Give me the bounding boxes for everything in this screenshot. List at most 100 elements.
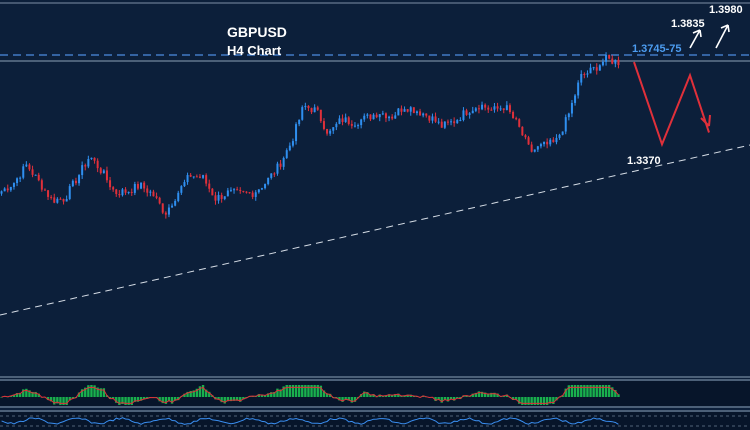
histogram-bar	[189, 390, 192, 397]
candle-body	[109, 180, 112, 188]
indicator-histogram	[0, 385, 620, 405]
candle-body	[93, 157, 96, 161]
histogram-bar	[446, 397, 450, 402]
histogram-bar	[279, 389, 282, 397]
candle-body	[307, 105, 310, 109]
candle-body	[406, 109, 409, 112]
histogram-bar	[158, 397, 161, 402]
candle-body	[558, 134, 561, 138]
histogram-bar	[443, 397, 447, 401]
candle-body	[19, 177, 22, 179]
candle-body	[68, 186, 71, 199]
candle-body	[242, 190, 245, 192]
histogram-bar	[71, 397, 75, 399]
candle-body	[220, 195, 223, 199]
candle-body	[174, 200, 177, 206]
candle-body	[505, 105, 508, 110]
candle-body	[608, 54, 611, 59]
histogram-bar	[260, 394, 264, 397]
candle-body	[245, 191, 248, 193]
histogram-bar	[146, 397, 149, 399]
histogram-bar	[232, 397, 236, 401]
candle-body	[282, 157, 285, 167]
candle-body	[543, 141, 546, 145]
histogram-bar	[440, 397, 443, 403]
candle-body	[9, 186, 12, 191]
candle-body	[180, 186, 183, 193]
candle-body	[12, 183, 15, 187]
histogram-bar	[124, 397, 127, 405]
histogram-bar	[297, 385, 301, 397]
candle-body	[155, 196, 158, 198]
histogram-bar	[341, 397, 344, 402]
candle-body	[229, 189, 232, 191]
chart-title: GBPUSD	[227, 24, 287, 40]
candle-body	[468, 113, 471, 115]
histogram-bar	[598, 385, 602, 397]
projection-arrowhead	[700, 114, 711, 127]
histogram-bar	[291, 385, 295, 397]
candle-body	[291, 141, 294, 146]
histogram-bar	[136, 397, 140, 402]
candle-body	[394, 115, 397, 119]
candle-body	[177, 192, 180, 201]
candle-body	[496, 106, 499, 109]
histogram-bar	[56, 397, 59, 404]
candle-body	[264, 184, 267, 189]
candle-body	[446, 121, 449, 123]
candle-body	[477, 108, 480, 110]
histogram-bar	[285, 385, 288, 397]
histogram-bar	[353, 397, 357, 402]
candle-body	[31, 169, 34, 175]
histogram-bar	[12, 394, 16, 397]
candle-body	[400, 108, 403, 112]
candle-body	[338, 118, 341, 124]
candle-body	[273, 173, 276, 175]
candle-body	[574, 95, 577, 103]
histogram-bar	[490, 392, 493, 397]
candle-body	[65, 198, 68, 202]
histogram-bar	[195, 388, 199, 397]
histogram-bar	[493, 392, 496, 397]
histogram-bar	[524, 397, 527, 405]
candle-body	[388, 116, 391, 119]
candle-body	[118, 193, 121, 196]
candle-body	[40, 180, 43, 190]
candle-body	[260, 188, 263, 190]
candle-body	[484, 104, 487, 108]
candle-body	[90, 157, 93, 160]
candle-body	[530, 144, 533, 152]
candle-body	[577, 82, 580, 96]
candle-body	[71, 180, 74, 187]
histogram-bar	[226, 397, 230, 402]
candle-body	[310, 108, 313, 113]
candle-body	[316, 107, 319, 110]
candle-body	[443, 121, 446, 128]
histogram-bar	[583, 385, 586, 397]
candle-body	[192, 176, 195, 178]
histogram-bar	[313, 385, 316, 397]
candle-body	[171, 205, 174, 208]
candle-body	[561, 131, 564, 135]
candle-body	[415, 111, 418, 114]
candle-body	[276, 163, 279, 174]
histogram-bar	[397, 393, 400, 397]
histogram-bar	[552, 397, 555, 405]
candle-body	[56, 198, 59, 203]
candle-body	[465, 110, 468, 115]
candle-body	[536, 146, 539, 150]
resistance-zone-label: 1.3745-75	[632, 43, 682, 55]
histogram-bar	[589, 385, 592, 397]
candle-body	[248, 192, 251, 194]
histogram-bar	[204, 389, 208, 397]
candle-body	[570, 102, 573, 114]
candle-body	[564, 117, 567, 132]
histogram-bar	[483, 392, 487, 397]
histogram-bar	[617, 394, 620, 397]
histogram-bar	[28, 390, 31, 397]
support-level-label: 1.3370	[627, 155, 661, 167]
histogram-bar	[65, 397, 68, 405]
candle-body	[412, 107, 415, 114]
